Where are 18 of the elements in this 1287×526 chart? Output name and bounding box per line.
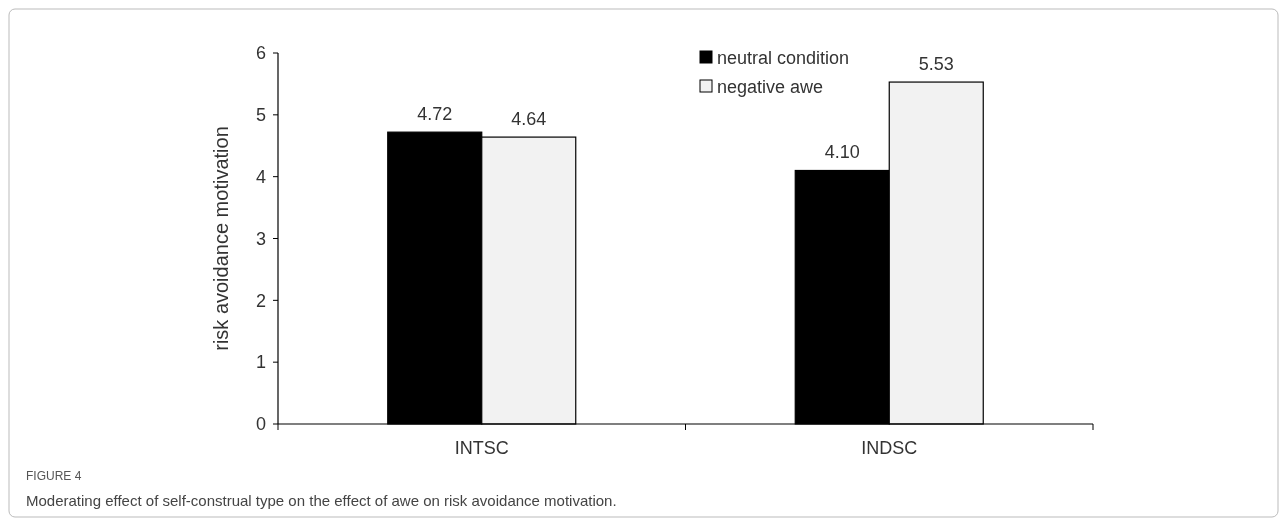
y-tick-label: 0	[255, 414, 266, 435]
text: Moderating effect of self-construal type on the effect of awe on risk avoidance motivation.	[26, 492, 617, 509]
x-tick-label: INDSC	[861, 438, 918, 458]
data-label: 4.72	[417, 104, 453, 125]
data-label: 5.53	[918, 54, 954, 75]
x-tick-label: INTSC	[454, 438, 509, 458]
y-tick-label: 2	[255, 290, 266, 311]
caption: FIGURE 4	[26, 469, 82, 483]
y-axis-title: risk avoidance motivation	[210, 126, 232, 351]
data-label: 4.10	[824, 142, 860, 163]
data-label: 4.64	[511, 109, 547, 130]
y-tick-label: 1	[255, 352, 266, 373]
y-tick-label: 5	[255, 105, 266, 126]
y-tick-label: 3	[255, 228, 266, 249]
legend-label: neutral condition	[717, 48, 850, 69]
legend-label: negative awe	[717, 77, 824, 98]
y-tick-label: 4	[255, 166, 266, 187]
y-tick-label: 6	[255, 43, 266, 64]
